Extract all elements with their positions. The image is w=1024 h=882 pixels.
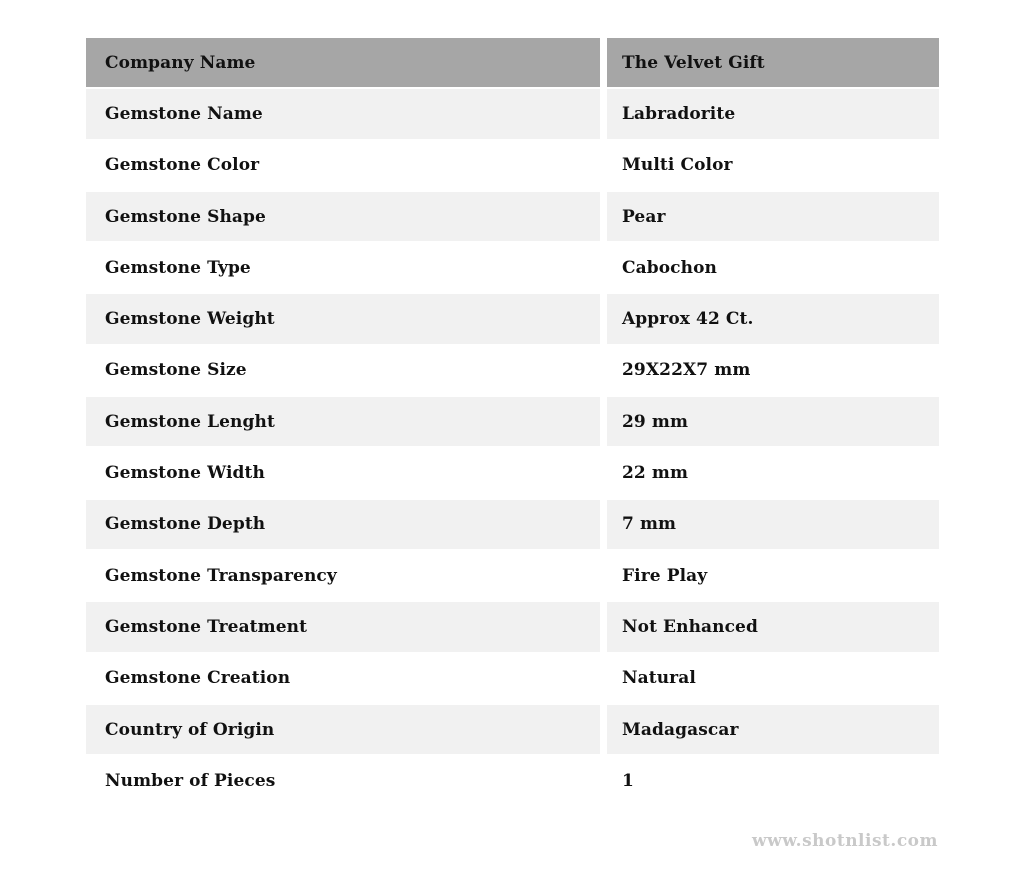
row-label: Gemstone Transparency (86, 550, 600, 601)
row-value: Approx 42 Ct. (607, 294, 939, 344)
row-label: Gemstone Depth (86, 499, 600, 549)
table-header-row: Company Name The Velvet Gift (86, 38, 939, 88)
row-value: Labradorite (607, 89, 939, 139)
header-label: Company Name (86, 38, 600, 88)
watermark-text: www.shotnlist.com (751, 831, 938, 851)
row-label: Gemstone Weight (86, 294, 600, 344)
row-value: Cabochon (607, 243, 939, 293)
row-value: 29 mm (607, 397, 939, 447)
table-row: Gemstone Shape Pear (86, 191, 939, 242)
table-row: Gemstone Depth 7 mm (86, 499, 939, 549)
row-value: Multi Color (607, 140, 939, 190)
row-value: 7 mm (607, 499, 939, 549)
row-label: Gemstone Creation (86, 653, 600, 703)
row-value: 22 mm (607, 448, 939, 498)
row-value: 1 (607, 756, 939, 806)
row-label: Gemstone Name (86, 89, 600, 139)
row-label: Gemstone Lenght (86, 397, 600, 447)
row-label: Gemstone Color (86, 140, 600, 190)
row-value: Fire Play (607, 550, 939, 601)
table-row: Gemstone Weight Approx 42 Ct. (86, 294, 939, 344)
table-row: Country of Origin Madagascar (86, 704, 939, 755)
row-label: Gemstone Treatment (86, 602, 600, 652)
row-label: Gemstone Type (86, 243, 600, 293)
row-label: Number of Pieces (86, 756, 600, 806)
row-value: Not Enhanced (607, 602, 939, 652)
table-row: Gemstone Treatment Not Enhanced (86, 602, 939, 652)
row-value: Natural (607, 653, 939, 703)
row-value: Pear (607, 191, 939, 242)
row-value: 29X22X7 mm (607, 345, 939, 396)
gemstone-spec-table: Company Name The Velvet Gift Gemstone Na… (86, 38, 939, 806)
table-row: Gemstone Type Cabochon (86, 243, 939, 293)
table-row: Gemstone Size 29X22X7 mm (86, 345, 939, 396)
header-value: The Velvet Gift (607, 38, 939, 88)
table-row: Gemstone Creation Natural (86, 653, 939, 703)
row-label: Gemstone Size (86, 345, 600, 396)
row-label: Gemstone Shape (86, 191, 600, 242)
table-row: Gemstone Width 22 mm (86, 448, 939, 498)
table-row: Gemstone Lenght 29 mm (86, 397, 939, 447)
table-row: Gemstone Color Multi Color (86, 140, 939, 190)
table-row: Number of Pieces 1 (86, 756, 939, 806)
table-row: Gemstone Name Labradorite (86, 89, 939, 139)
row-label: Country of Origin (86, 704, 600, 755)
row-value: Madagascar (607, 704, 939, 755)
row-label: Gemstone Width (86, 448, 600, 498)
table-row: Gemstone Transparency Fire Play (86, 550, 939, 601)
